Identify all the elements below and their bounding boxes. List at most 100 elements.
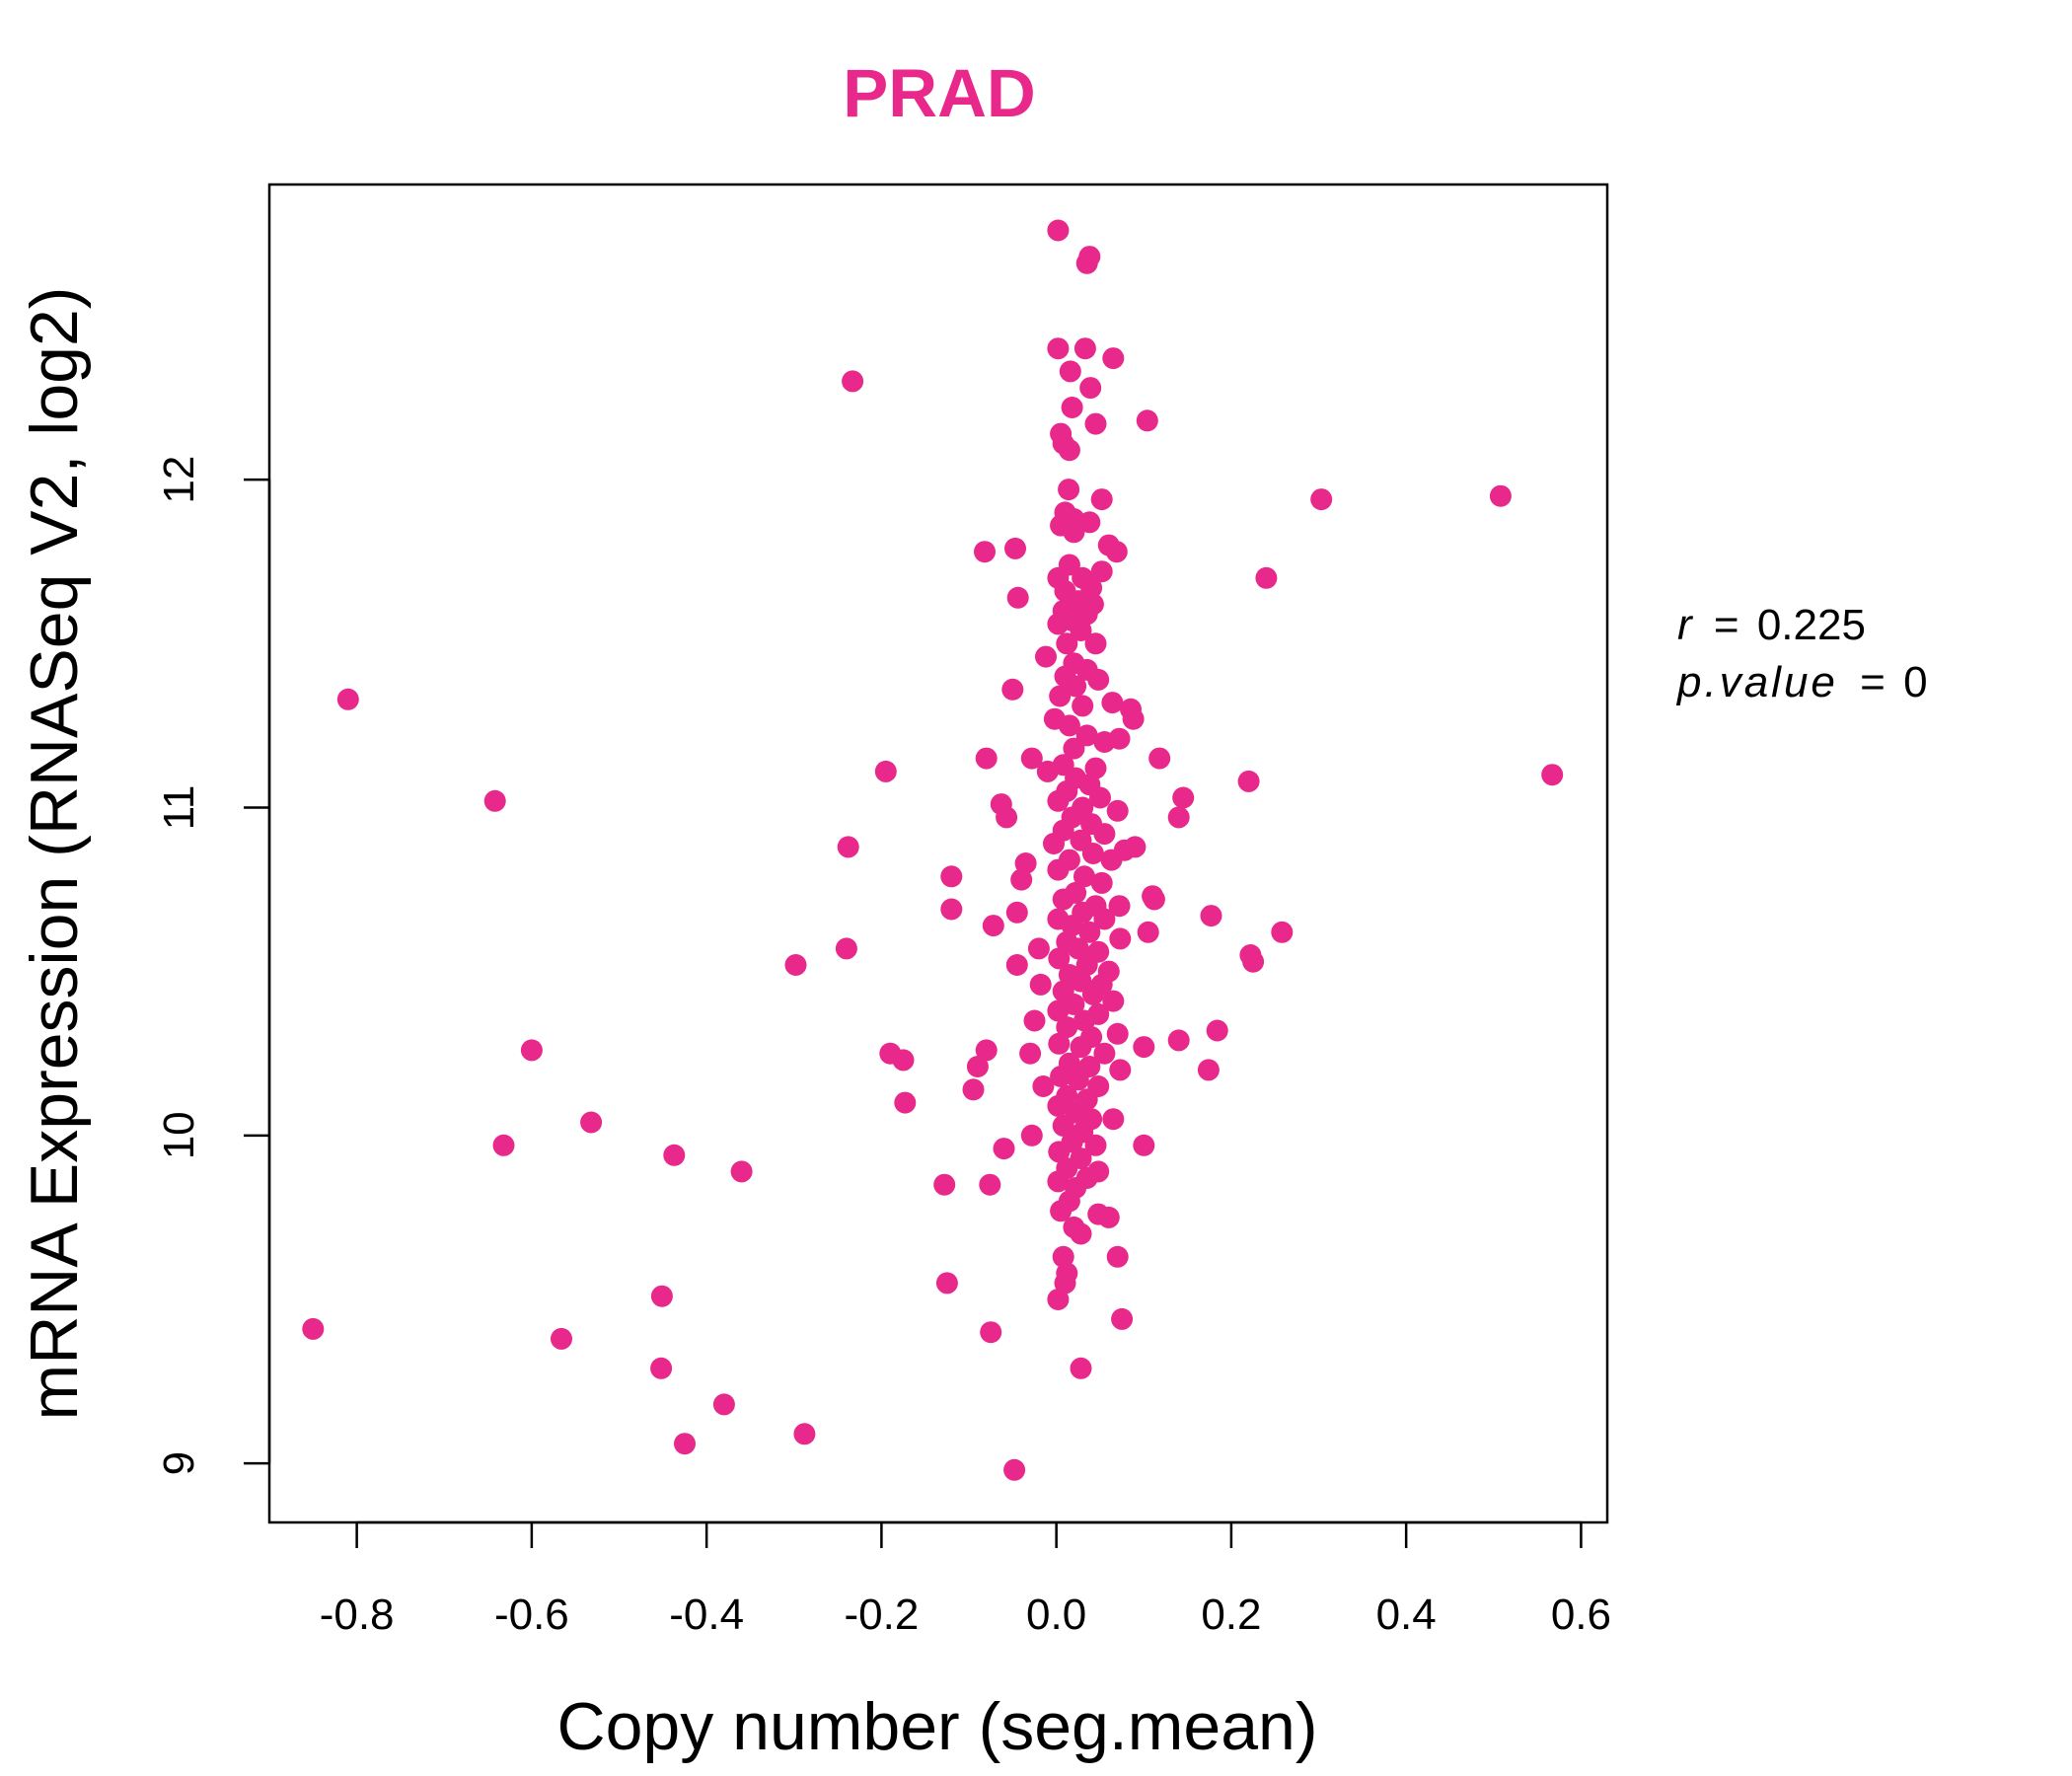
data-point — [1047, 858, 1070, 881]
data-point — [1061, 915, 1083, 937]
y-tick-label: 10 — [155, 1111, 203, 1159]
x-tick-label: -0.6 — [494, 1591, 569, 1639]
x-tick-label: -0.2 — [844, 1591, 919, 1639]
data-point — [892, 1049, 915, 1072]
data-point — [1047, 219, 1070, 242]
data-point — [1078, 511, 1101, 534]
data-point — [940, 865, 963, 888]
x-tick-label: 0.6 — [1551, 1591, 1611, 1639]
data-point — [1072, 695, 1094, 717]
data-point — [1027, 937, 1050, 960]
data-point — [980, 1321, 1002, 1344]
data-point — [1084, 757, 1107, 779]
data-point — [650, 1285, 673, 1307]
data-point — [1050, 1200, 1073, 1222]
data-point — [1048, 1032, 1071, 1055]
data-point — [1237, 770, 1260, 792]
data-point — [1133, 1036, 1155, 1059]
data-point — [784, 954, 807, 976]
data-point — [1049, 685, 1072, 707]
data-point — [1108, 727, 1131, 750]
data-point — [1090, 488, 1113, 511]
p-value-symbol: p.value — [1675, 658, 1838, 706]
data-point — [1063, 737, 1085, 760]
data-point — [1070, 1357, 1092, 1379]
data-point — [975, 1039, 998, 1062]
data-point — [1089, 786, 1111, 809]
data-point — [1489, 484, 1512, 507]
data-point — [1001, 678, 1024, 701]
data-point — [712, 1393, 735, 1416]
data-point — [650, 1357, 673, 1379]
data-point — [1067, 1069, 1089, 1091]
data-point — [1084, 412, 1107, 435]
data-point — [1090, 560, 1113, 583]
data-point — [1073, 865, 1095, 888]
data-point — [1079, 377, 1102, 400]
data-point — [1058, 479, 1080, 501]
data-point — [1052, 1114, 1074, 1137]
data-point — [1047, 1289, 1070, 1310]
data-point — [1097, 1206, 1120, 1228]
data-point — [1242, 950, 1265, 973]
data-point — [933, 1173, 956, 1196]
data-point — [1136, 409, 1158, 432]
data-point — [1090, 871, 1113, 894]
data-point — [1100, 849, 1123, 871]
data-point — [793, 1423, 816, 1445]
data-point — [1084, 1134, 1107, 1156]
data-point — [1047, 613, 1070, 635]
data-point — [1052, 888, 1074, 911]
data-point — [1200, 905, 1222, 927]
data-point — [1541, 764, 1564, 786]
data-point — [1048, 1141, 1071, 1163]
data-point — [1070, 620, 1092, 641]
y-tick-label: 9 — [155, 1451, 203, 1475]
data-point — [1148, 747, 1171, 770]
data-point — [1271, 921, 1294, 943]
data-point — [1102, 990, 1125, 1012]
data-point — [1101, 692, 1124, 714]
data-point — [1073, 1009, 1095, 1032]
data-point — [837, 836, 859, 858]
data-point — [1035, 645, 1057, 668]
data-point — [580, 1111, 603, 1134]
data-point — [1047, 789, 1070, 812]
data-point — [1108, 895, 1131, 918]
data-point — [1078, 921, 1101, 943]
data-point — [1056, 632, 1078, 655]
data-point — [1061, 397, 1083, 418]
x-tick-label: 0.0 — [1026, 1591, 1086, 1639]
data-point — [1111, 1307, 1134, 1330]
data-point — [979, 1173, 1001, 1196]
data-point — [1005, 954, 1028, 976]
data-point — [1122, 707, 1145, 730]
x-tick-label: -0.4 — [669, 1591, 744, 1639]
p-value-value: 0 — [1903, 658, 1927, 706]
y-tick-label: 12 — [155, 456, 203, 504]
data-point — [1047, 337, 1070, 360]
data-point — [1047, 1094, 1070, 1117]
data-point — [674, 1433, 696, 1455]
data-point — [974, 541, 996, 563]
data-point — [730, 1160, 753, 1183]
x-tick-label: -0.8 — [320, 1591, 395, 1639]
data-point — [1206, 1019, 1228, 1042]
data-point — [336, 688, 359, 710]
x-axis: -0.8 -0.6 -0.4 -0.2 0.0 0.2 0.4 0.6 — [320, 1520, 1611, 1639]
data-point — [1003, 1458, 1026, 1481]
data-point — [1102, 347, 1125, 370]
data-point — [874, 760, 897, 782]
data-point — [835, 937, 857, 960]
correlation-annotation: r = 0.225 p.value = 0 — [1675, 601, 1928, 706]
data-point — [1093, 908, 1116, 930]
data-point — [1075, 954, 1098, 976]
data-point — [1056, 1016, 1078, 1039]
data-point — [1087, 668, 1110, 691]
p-value-annotation: p.value = 0 — [1675, 658, 1928, 706]
data-point — [492, 1134, 515, 1156]
data-point — [1143, 888, 1165, 911]
x-tick-label: 0.4 — [1376, 1591, 1437, 1639]
data-point — [1005, 901, 1028, 924]
